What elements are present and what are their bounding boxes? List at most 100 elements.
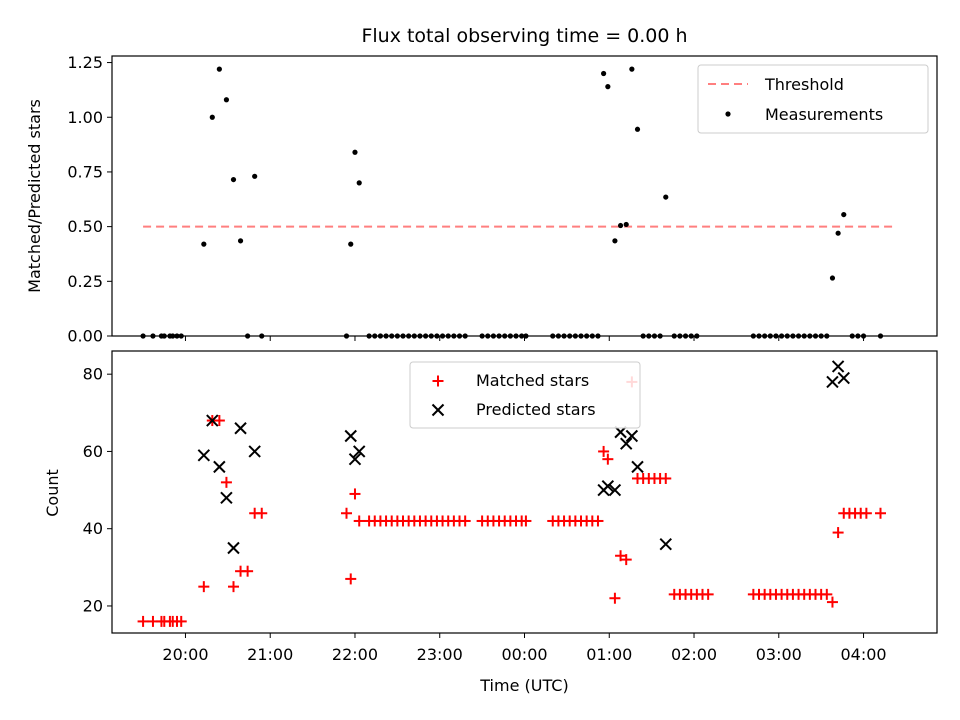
predicted-star-point [227,541,240,555]
matched-star-point [832,527,844,539]
bottom-y-tick-label: 20 [83,596,103,615]
predicted-star-point [206,414,219,427]
x-tick-label: 02:00 [671,645,717,664]
matched-star-point [620,554,632,566]
matched-star-point [349,488,361,500]
bottom-legend: Matched stars Predicted stars [409,361,641,429]
top-legend: Threshold Measurements [697,64,929,134]
measurement-point [629,66,635,72]
matched-star-point [660,472,672,484]
predicted-star-point [220,491,233,505]
x-tick-label: 00:00 [501,645,547,664]
matched-star-point [256,507,268,519]
legend-predicted-swatch [431,403,445,417]
matched-star-point [702,588,714,600]
matched-star-point [345,573,357,585]
x-tick-label: 01:00 [586,645,632,664]
measurement-point [835,230,841,236]
top-axes-frame [111,55,938,337]
matched-star-point [826,596,838,608]
legend-matched-swatch [432,375,444,387]
measurement-point [601,70,607,77]
matched-star-point [137,615,149,627]
measurement-point [252,173,258,179]
measurement-point [623,221,629,228]
matched-star-point [860,507,872,519]
bottom-y-tick-label: 40 [83,519,103,538]
predicted-star-point [659,537,672,551]
predicted-star-point [213,460,226,474]
predicted-star-point [197,449,211,462]
matched-star-point [821,588,833,600]
matched-star-point [353,515,365,527]
predicted-star-point [601,479,615,493]
x-tick-label: 21:00 [247,645,293,664]
predicted-star-point [831,360,845,373]
predicted-star-point [348,452,362,466]
measurement-point [230,176,237,183]
predicted-star-point [353,445,366,458]
predicted-star-point [625,429,639,443]
top-y-tick-label: 0.25 [67,272,103,291]
matched-star-point [213,415,225,427]
matched-star-point [341,507,353,519]
matched-star-point [602,453,614,465]
measurement-point [216,66,222,72]
predicted-star-point [620,437,633,450]
predicted-star-point [826,375,839,389]
measurement-point [612,238,618,244]
bottom-y-axis-label: Count [43,469,62,517]
measurement-point [617,222,624,229]
top-y-axis-label: Matched/Predicted stars [25,99,44,293]
top-y-tick-label: 0.75 [67,162,103,181]
top-legend-box [697,64,929,134]
legend-measurements-label: Measurements [765,105,883,124]
predicted-star-point [344,429,357,443]
measurement-point [237,238,244,244]
predicted-star-point [248,445,261,458]
matched-star-point [242,565,254,577]
matched-star-point [615,550,627,562]
x-tick-label: 04:00 [840,645,886,664]
x-tick-label: 20:00 [162,645,208,664]
predicted-star-point [631,460,644,474]
matched-star-point [220,476,232,488]
bottom-legend-box [409,361,641,429]
matched-star-point [198,581,210,593]
matched-star-point [609,592,621,604]
top-y-tick-label: 1.00 [67,108,103,127]
matched-star-point [874,507,886,519]
matched-star-point [598,445,610,457]
measurement-point [605,84,611,90]
predicted-star-point [234,422,247,435]
bottom-axes-frame [111,350,938,634]
legend-predicted-label: Predicted stars [476,400,596,419]
bottom-y-tick-label: 80 [83,365,103,384]
x-tick-label: 23:00 [417,645,463,664]
top-y-tick-label: 0.00 [67,327,103,346]
measurement-point [634,126,641,132]
measurement-point [352,149,358,155]
measurement-point [223,97,230,103]
predicted-star-point [608,483,622,497]
legend-measurements-swatch [725,111,731,117]
legend-threshold-label: Threshold [764,75,844,94]
matched-star-point [459,515,471,527]
legend-matched-label: Matched stars [476,371,589,390]
matched-star-point [592,515,604,527]
measurement-point [348,241,354,247]
bottom-y-tick-label: 60 [83,442,103,461]
matched-star-point [227,581,239,593]
x-tick-label: 03:00 [756,645,802,664]
measurement-point [209,114,215,120]
x-axis-label: Time (UTC) [479,676,568,695]
top-chart-title: Flux total observing time = 0.00 h [361,25,687,47]
measurement-point [841,211,847,218]
measurement-point [356,180,362,186]
predicted-star-point [837,371,850,385]
top-y-tick-label: 1.25 [67,53,103,72]
matched-star-point [175,615,187,627]
matched-star-point [520,515,532,527]
top-y-tick-label: 0.50 [67,217,103,236]
